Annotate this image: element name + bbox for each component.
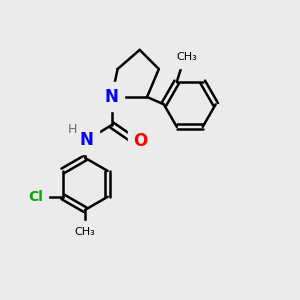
Text: N: N [105,88,119,106]
Text: CH₃: CH₃ [177,52,197,62]
Text: O: O [134,132,148,150]
Text: CH₃: CH₃ [75,227,96,237]
Text: N: N [80,131,94,149]
Text: Cl: Cl [28,190,43,204]
Text: H: H [68,124,77,136]
